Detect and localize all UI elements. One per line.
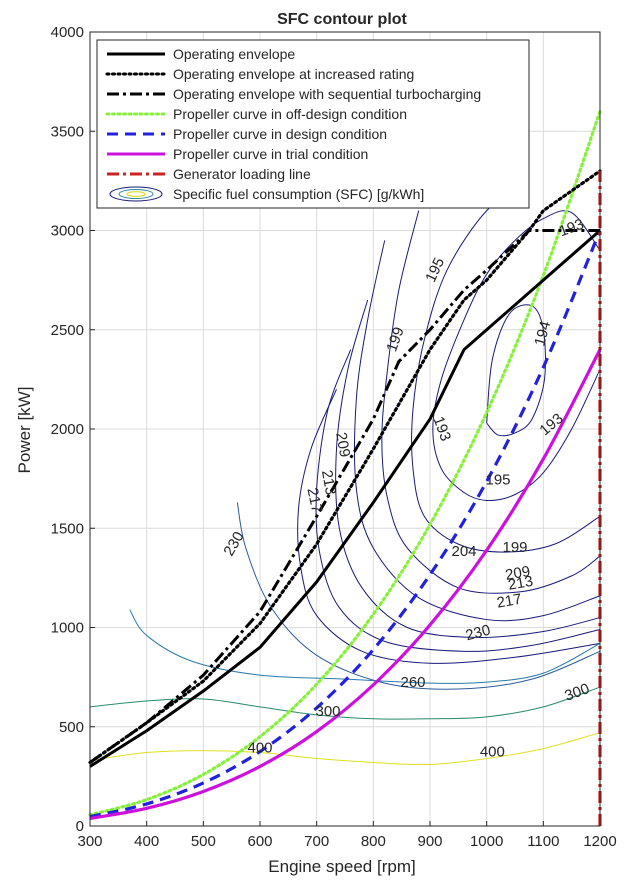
y-tick-label: 0 [76,818,84,835]
y-tick-label: 3000 [51,223,84,240]
x-axis-label: Engine speed [rpm] [268,857,415,876]
y-tick-label: 500 [59,719,84,736]
legend-contour-swatch [118,189,154,199]
y-tick-label: 2500 [51,322,84,339]
y-tick-label: 1500 [51,520,84,537]
x-tick-label: 800 [361,833,386,850]
x-tick-label: 1200 [583,833,616,850]
legend-label: Generator loading line [173,166,311,182]
legend-label: Propeller curve in off-design condition [173,106,407,122]
sfc-contour-199 [381,210,601,594]
series-propeller-curve-in-off-design-condition [88,109,602,817]
legend-label: Operating envelope with sequential turbo… [173,86,481,102]
series-propeller-curve-in-trial-condition [89,348,602,821]
sfc-contour-204 [354,240,601,622]
contour-label: 195 [485,472,510,489]
y-tick-label: 4000 [51,24,84,41]
series-operating-envelope-with-sequential-turbocharging [89,229,600,764]
y-tick-label: 2000 [51,421,84,438]
x-tick-label: 1000 [470,833,503,850]
x-tick-label: 700 [304,833,329,850]
x-tick-label: 1100 [527,833,559,850]
contour-label: 213 [507,573,535,594]
sfc-contour-194 [486,304,546,437]
sfc-contour-400 [89,732,601,766]
chart-title: SFC contour plot [277,11,407,28]
contour-label: 230 [464,621,493,644]
legend-label: Propeller curve in trial condition [173,146,368,162]
legend-contour-swatch [109,186,163,202]
series-lines [88,109,602,826]
y-tick-label: 3500 [51,123,84,140]
legend-label: Operating envelope [173,46,295,62]
contour-label: 209 [504,563,532,584]
y-axis-label: Power [kW] [15,387,34,474]
x-tick-label: 600 [247,833,272,850]
series-operating-envelope [89,229,601,768]
sfc-contour-213 [315,349,601,652]
sfc-contour-209 [335,299,601,639]
series-propeller-curve-in-design-condition [89,229,602,819]
legend: Operating envelope Operating envelope at … [96,39,530,209]
contour-label: 400 [247,740,272,757]
x-tick-label: 500 [191,833,216,850]
x-tick-label: 300 [77,833,102,850]
series-operating-envelope-at-increased-rating [88,169,602,765]
sfc-contour-300 [89,686,601,720]
contour-label: 213 [318,469,339,497]
x-tick-label: 900 [417,833,442,850]
contour-label: 209 [332,431,353,459]
legend-label: Operating envelope at increased rating [173,66,414,82]
legend-label: Specific fuel consumption (SFC) [g/kWh] [173,186,424,202]
legend-box [96,39,530,209]
axis-ticks: 300 400 500 600 700 800 900 1000 1100 1200 0 500 100… [51,24,617,850]
legend-label: Propeller curve in design condition [173,126,387,142]
y-tick-label: 1000 [51,620,84,637]
contour-label: 204 [451,543,476,560]
sfc-contour-195 [411,190,601,553]
contour-label: 400 [480,744,505,761]
contour-label: 217 [495,591,523,612]
contour-label: 300 [315,703,340,720]
contour-label: 199 [502,539,527,556]
x-tick-label: 400 [134,833,159,850]
contour-label: 194 [531,319,554,348]
sfc-contour-230 [236,502,601,690]
contour-label: 217 [303,486,325,514]
legend-contour-swatch [126,191,146,197]
sfc-contour-217 [297,389,601,664]
contour-label: 260 [400,674,425,691]
